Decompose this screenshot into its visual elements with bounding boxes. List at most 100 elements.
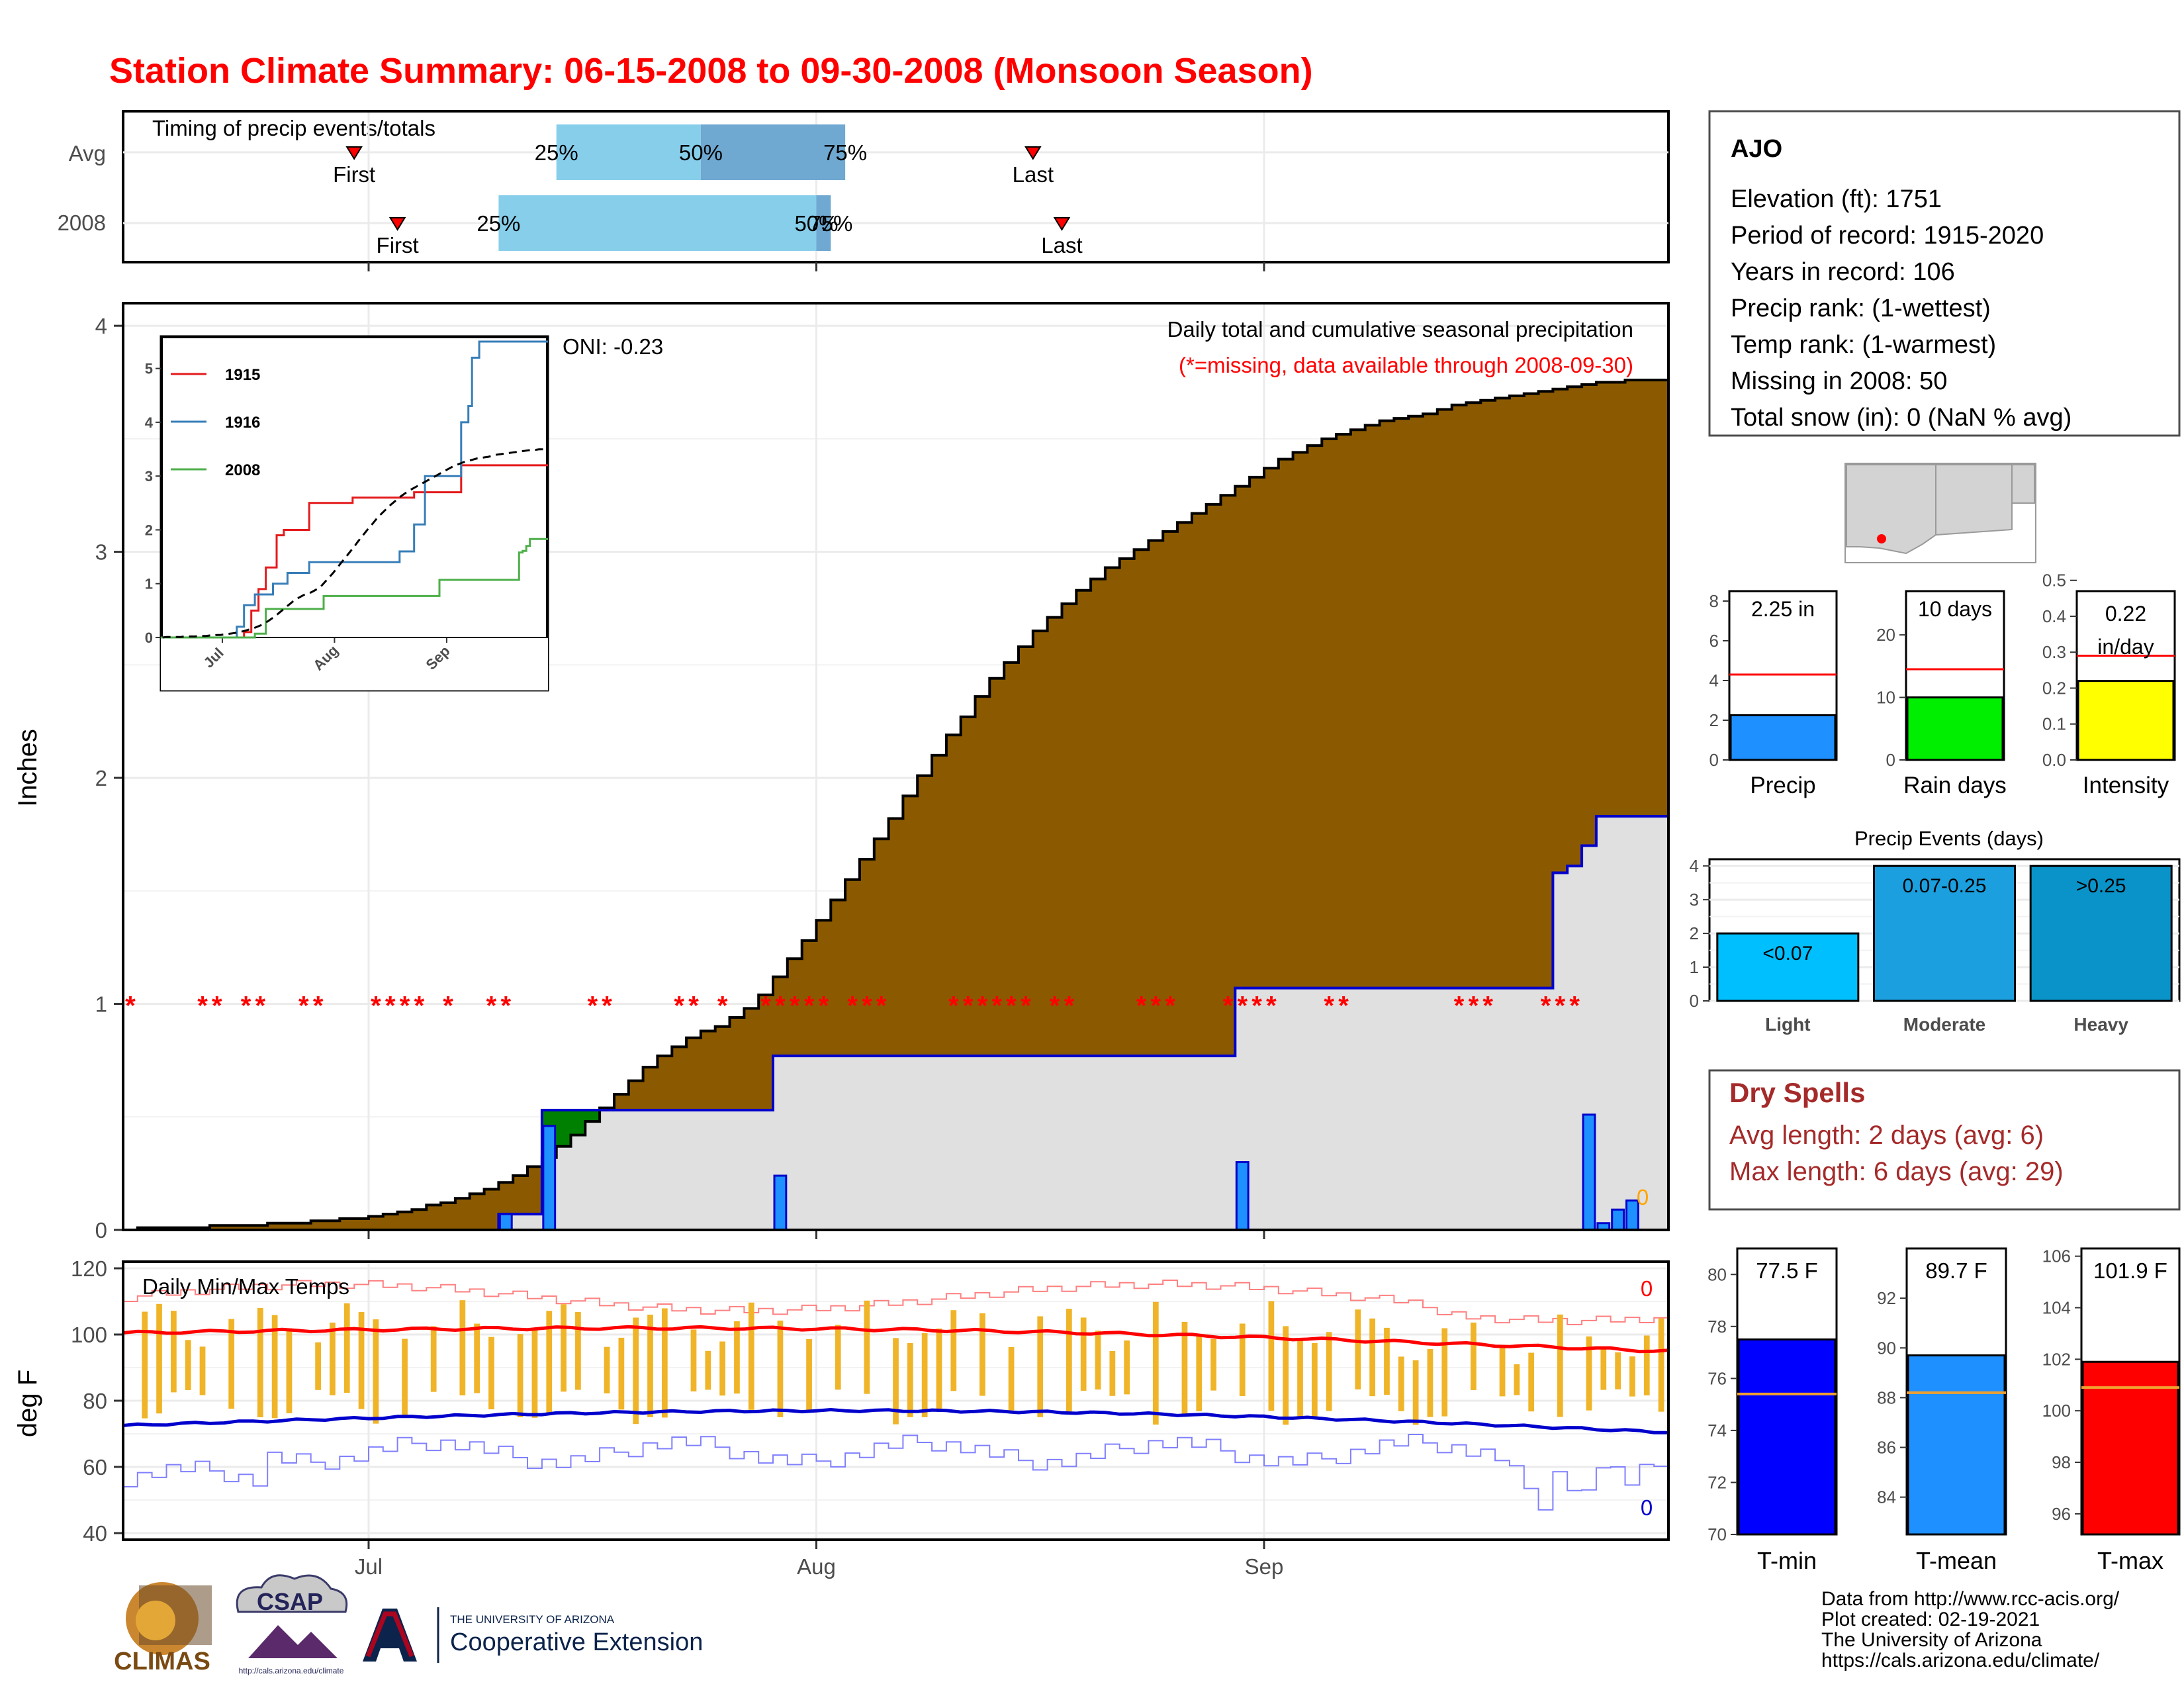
temp-frame xyxy=(122,1260,1670,1541)
daily-temp-bar xyxy=(1658,1318,1664,1412)
tbar-t-mean xyxy=(1907,1354,2006,1536)
avg-tmax-line xyxy=(122,1325,1669,1354)
daily-temp-bar xyxy=(185,1340,191,1390)
inset-y-tick-label: 0 xyxy=(145,630,153,646)
daily-temp-bar xyxy=(907,1342,913,1417)
mini-y-tick-label: 0 xyxy=(1886,750,1895,770)
credit-plot-created: Plot created: 02-19-2021 xyxy=(1821,1609,2040,1630)
inset-frame xyxy=(159,335,549,692)
daily-temp-bar xyxy=(647,1315,653,1417)
temp-panel: 40 60 80 100 120 Jul Aug Sep Daily Min/Max Temp… xyxy=(13,1256,1670,1579)
missing-day-marker: * xyxy=(862,992,872,1021)
daily-temp-bar xyxy=(1369,1318,1376,1397)
dry-spells-avg: Avg length: 2 days (avg: 6) xyxy=(1729,1121,2044,1150)
mini-y-tick-label: 0.0 xyxy=(2042,750,2066,770)
inset-y-tick-label: 1 xyxy=(145,576,153,592)
daily-precip-bar xyxy=(1582,1113,1596,1231)
missing-day-marker: * xyxy=(1569,992,1580,1021)
daily-temp-bar xyxy=(1239,1323,1246,1396)
daily-temp-bar xyxy=(402,1338,408,1419)
daily-temp-bar xyxy=(835,1325,841,1390)
daily-temp-bar xyxy=(1427,1348,1433,1417)
daily-temp-bar xyxy=(228,1319,235,1409)
credit-university: The University of Arizona xyxy=(1821,1629,2042,1651)
timing-label-first: First xyxy=(377,233,419,258)
missing-day-marker: * xyxy=(819,992,829,1021)
timing-row-avg: Avg xyxy=(69,141,106,165)
missing-day-marker: * xyxy=(602,992,612,1021)
avg-cumulative-line xyxy=(123,379,1668,1231)
timing-label-q25: 25% xyxy=(535,140,578,165)
events-y-tick-label: 4 xyxy=(1690,856,1699,876)
temp-x-tick-label: Jul xyxy=(355,1554,383,1579)
station-period: Period of record: 1915-2020 xyxy=(1731,222,2044,250)
mini-y-tick-label: 0.5 xyxy=(2042,571,2066,590)
timing-bar-q50-q75 xyxy=(816,195,831,251)
station-elevation: Elevation (ft): 1751 xyxy=(1731,185,1942,213)
temp-summary-bars: 77.5 F 70 72 74 76 78 80 T-min 89.7 F 84 86 88 90 92 T… xyxy=(1707,1246,2181,1574)
missing-day-marker: * xyxy=(1541,992,1551,1021)
timing-marker-first xyxy=(345,146,363,160)
missing-day-marker: * xyxy=(1338,992,1349,1021)
arizona-shape xyxy=(1846,464,1936,555)
daily-temp-bar xyxy=(1095,1331,1101,1390)
daily-temp-bar xyxy=(1066,1309,1072,1412)
station-years: Years in record: 106 xyxy=(1731,258,1955,286)
timing-bar-q50-q75 xyxy=(700,124,846,180)
daily-temp-bar xyxy=(1398,1356,1404,1411)
tbar-y-tick-label: 74 xyxy=(1707,1421,1727,1440)
tbar-label: T-min xyxy=(1757,1547,1817,1574)
tbar-value-text: 77.5 F xyxy=(1756,1258,1818,1283)
missing-day-marker: * xyxy=(414,992,425,1021)
daily-temp-bar xyxy=(1196,1335,1203,1411)
timing-marker-first xyxy=(388,217,406,231)
timing-marker-last xyxy=(1053,217,1071,231)
daily-temp-bar xyxy=(156,1303,162,1414)
daily-temp-bar xyxy=(1124,1340,1130,1395)
temp-y-tick-label: 40 xyxy=(83,1521,107,1546)
daily-temp-bar xyxy=(1297,1338,1303,1417)
events-bar-heavy xyxy=(2029,865,2173,1002)
tbar-label: T-mean xyxy=(1916,1547,1997,1574)
temp-y-tick-label: 80 xyxy=(83,1389,107,1413)
timing-label-q50: 50% xyxy=(679,140,723,165)
mini-y-tick-label: 0 xyxy=(1709,750,1719,770)
missing-day-marker: * xyxy=(1006,992,1017,1021)
missing-day-marker: * xyxy=(948,992,959,1021)
daily-temp-bar xyxy=(474,1323,480,1393)
tbar-t-max xyxy=(2081,1360,2179,1536)
missing-day-marker: * xyxy=(197,992,208,1021)
station-info-frame xyxy=(1708,110,2181,437)
daily-temp-bar xyxy=(1008,1346,1015,1411)
missing-day-marker: * xyxy=(1136,992,1147,1021)
tmin-count: 0 xyxy=(1641,1495,1653,1520)
tbar-value-text: 89.7 F xyxy=(1925,1258,1987,1283)
station-temp-rank: Temp rank: (1-warmest) xyxy=(1731,331,1996,359)
station-precip-rank: Precip rank: (1-wettest) xyxy=(1731,295,1991,322)
missing-day-marker: * xyxy=(486,992,497,1021)
daily-temp-bar xyxy=(1412,1360,1419,1425)
daily-temp-bar xyxy=(979,1313,985,1396)
daily-temp-bar xyxy=(1326,1332,1332,1411)
daily-precip-bar xyxy=(542,1125,557,1231)
missing-day-marker: * xyxy=(125,992,136,1021)
timing-frame xyxy=(122,110,1670,263)
daily-temp-bar xyxy=(1311,1342,1318,1417)
mini-bar-intensity xyxy=(2077,680,2175,761)
mini-label: Intensity xyxy=(2083,773,2169,798)
locator-map xyxy=(1844,463,2036,563)
tbar-y-tick-label: 102 xyxy=(2042,1349,2071,1369)
missing-day-marker: * xyxy=(674,992,684,1021)
missing-day-marker: * xyxy=(717,992,728,1021)
missing-day-marker: * xyxy=(371,992,381,1021)
tbar-y-tick-label: 104 xyxy=(2042,1298,2071,1318)
daily-temp-bar xyxy=(199,1346,206,1395)
inset-legend-label-2008: 2008 xyxy=(225,461,260,479)
temp-y-tick-label: 120 xyxy=(71,1256,107,1281)
inset-plot-box xyxy=(161,337,547,638)
missing-day-marker: * xyxy=(1223,992,1234,1021)
missing-day-marker: * xyxy=(1050,992,1060,1021)
missing-day-marker: * xyxy=(313,992,324,1021)
mini-bar-rain-days xyxy=(1906,696,2004,761)
